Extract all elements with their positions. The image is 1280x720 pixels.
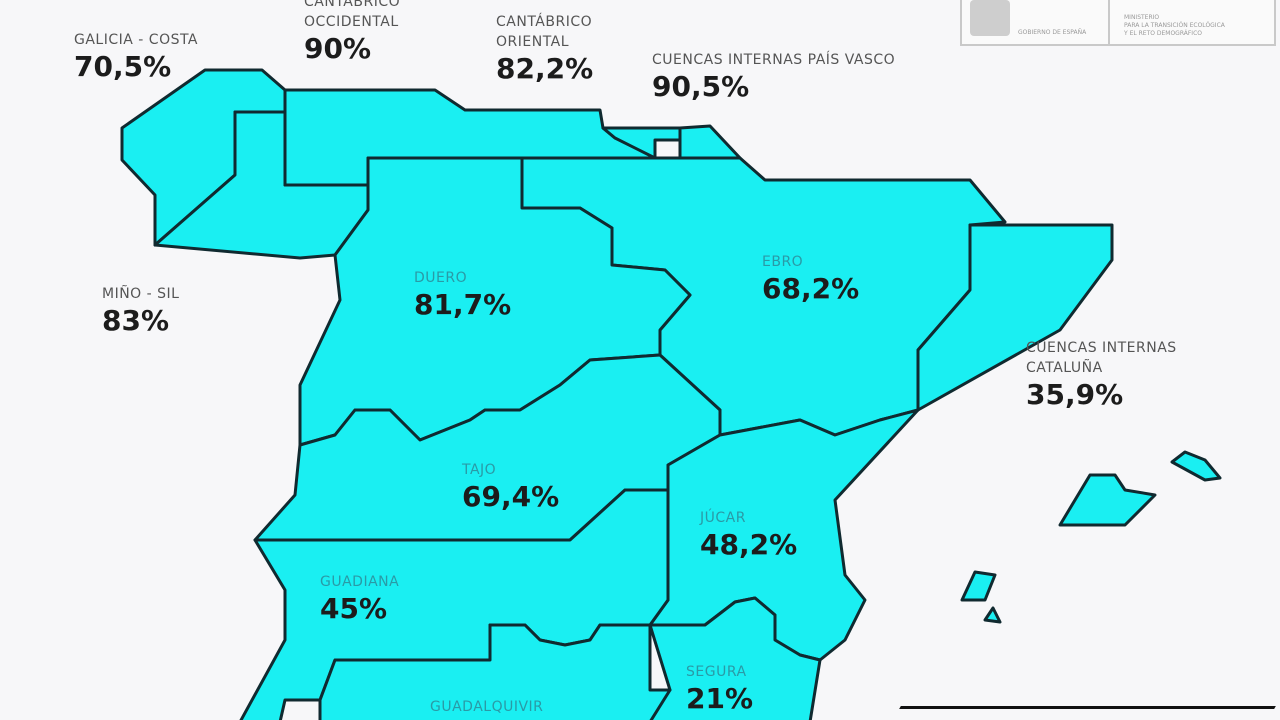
island-formentera <box>983 606 1002 624</box>
island-mallorca <box>1058 473 1157 527</box>
island-ibiza <box>960 570 997 602</box>
logo-government: GOBIERNO DE ESPAÑA <box>1018 29 1087 36</box>
government-logo: GOBIERNO DE ESPAÑA MINISTERIO PARA LA TR… <box>960 0 1276 46</box>
label-cantabrico-oriental: CANTÁBRICO ORIENTAL 82,2% <box>496 14 594 85</box>
label-guadiana: GUADIANA 45% <box>320 574 400 625</box>
label-jucar: JÚCAR 48,2% <box>700 510 798 561</box>
label-cantabrico-occidental: CANTÁBRICO OCCIDENTAL 90% <box>304 0 401 65</box>
region-cataluna[interactable] <box>916 223 1114 412</box>
label-duero: DUERO 81,7% <box>414 270 512 321</box>
label-tajo: TAJO 69,4% <box>462 462 560 513</box>
region-guadalquivir[interactable] <box>318 623 672 720</box>
label-segura: SEGURA 21% <box>686 664 754 715</box>
decorative-line <box>899 706 1276 709</box>
coat-of-arms-icon <box>970 0 1010 36</box>
label-pais-vasco: CUENCAS INTERNAS PAÍS VASCO 90,5% <box>652 52 896 103</box>
logo-ministry-2: PARA LA TRANSICIÓN ECOLÓGICA <box>1124 22 1225 29</box>
island-menorca <box>1170 450 1222 482</box>
label-galicia-costa: GALICIA - COSTA 70,5% <box>74 32 199 83</box>
label-cataluna: CUENCAS INTERNAS CATALUÑA 35,9% <box>1026 340 1177 411</box>
label-guadalquivir: GUADALQUIVIR <box>430 699 544 715</box>
logo-ministry-3: Y EL RETO DEMOGRÁFICO <box>1124 30 1202 37</box>
region-pais-vasco[interactable] <box>678 124 742 160</box>
label-ebro: EBRO 68,2% <box>762 254 860 305</box>
logo-ministry-1: MINISTERIO <box>1124 14 1160 21</box>
label-mino-sil: MIÑO - SIL 83% <box>102 286 180 337</box>
